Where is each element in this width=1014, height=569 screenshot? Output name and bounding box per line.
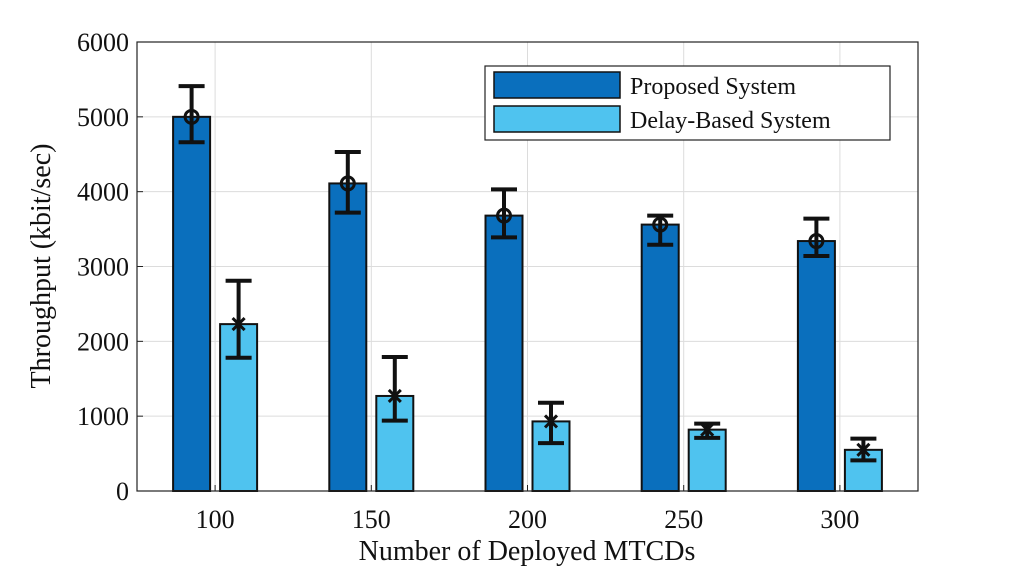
- bar-proposed: [640, 223, 680, 493]
- y-tick-label: 0: [116, 477, 129, 506]
- legend-swatch-delay-based: [493, 105, 621, 133]
- x-tick-label: 250: [664, 505, 703, 534]
- x-axis-label: Number of Deployed MTCDs: [359, 536, 696, 567]
- marker-x-stroke: [543, 414, 559, 429]
- y-tick-label: 2000: [77, 327, 129, 356]
- marker-circle: [339, 175, 356, 192]
- legend-swatch-proposed: [493, 71, 621, 99]
- marker-x-stroke: [700, 422, 715, 437]
- y-tick-label: 4000: [77, 178, 129, 207]
- bar-proposed: [328, 182, 368, 492]
- bar-proposed: [172, 115, 212, 492]
- legend-label-proposed: Proposed System: [630, 74, 796, 100]
- y-tick-label: 6000: [77, 28, 129, 57]
- bar-proposed: [796, 240, 836, 492]
- legend-label-delay-based: Delay-Based System: [630, 108, 831, 134]
- x-tick-label: 150: [352, 505, 391, 534]
- marker-circle: [808, 233, 825, 250]
- legend: Proposed System Delay-Based System: [484, 65, 891, 141]
- marker-circle: [183, 108, 200, 125]
- marker-circle: [652, 216, 669, 233]
- y-axis-label: Throughput (kbit/sec): [26, 144, 57, 389]
- marker-x-stroke: [231, 317, 246, 332]
- y-tick-label: 5000: [77, 103, 129, 132]
- error-bars: [178, 84, 877, 463]
- x-tick-label: 200: [508, 505, 547, 534]
- x-tick-label: 100: [196, 505, 235, 534]
- marker-circle: [496, 207, 512, 224]
- marker-x-stroke: [387, 388, 402, 404]
- x-tick-label: 300: [820, 505, 859, 534]
- bars: [172, 115, 883, 493]
- marker-x-stroke: [856, 442, 871, 457]
- y-tick-label: 1000: [77, 402, 129, 431]
- bar-proposed: [484, 214, 524, 492]
- y-tick-label: 3000: [77, 253, 129, 282]
- tick-labels: 0 1000 2000 3000 4000 5000 6000 100 150 200 250 300: [77, 28, 859, 534]
